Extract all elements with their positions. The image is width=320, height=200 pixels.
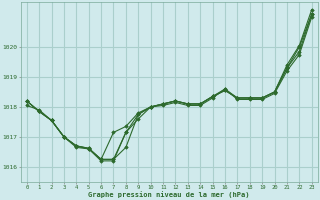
X-axis label: Graphe pression niveau de la mer (hPa): Graphe pression niveau de la mer (hPa) (89, 191, 250, 198)
